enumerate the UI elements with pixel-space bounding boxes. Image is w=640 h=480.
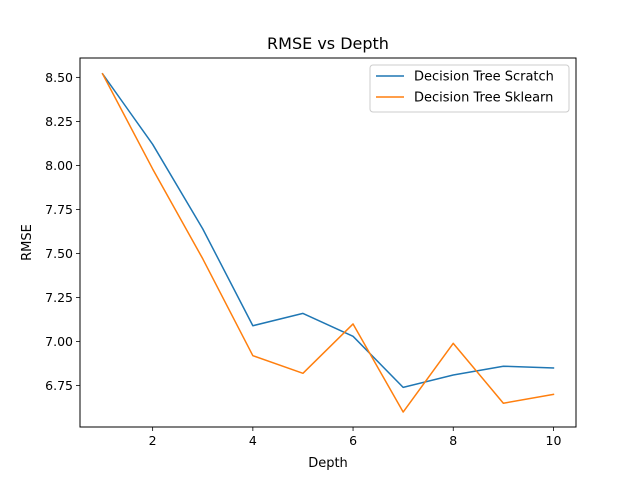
series-line-decision-tree-scratch xyxy=(101,72,555,389)
legend-box xyxy=(369,64,570,113)
legend-label-decision-tree-sklearn: Decision Tree Sklearn xyxy=(414,91,553,106)
chart-title: RMSE vs Depth xyxy=(267,34,389,53)
plot-area: 2 4 6 8 10 6.75 7.00 7.25 7.50 7.75 8.00 8.25 8.50 xyxy=(45,57,577,448)
x-tick-label: 2 xyxy=(149,433,157,448)
series-layer xyxy=(101,72,555,413)
y-axis-label: RMSE xyxy=(20,224,35,261)
legend-label-decision-tree-scratch: Decision Tree Scratch xyxy=(414,70,554,85)
axes-frame xyxy=(79,57,577,428)
x-tick-label: 10 xyxy=(546,433,562,448)
y-tick-label: 8.50 xyxy=(45,70,73,85)
legend: Decision Tree Scratch Decision Tree Skle… xyxy=(369,64,570,113)
y-tick-label: 6.75 xyxy=(45,378,73,393)
y-tick-label: 8.25 xyxy=(45,114,73,129)
series-line-decision-tree-sklearn xyxy=(101,72,555,413)
y-tick-label: 7.00 xyxy=(45,334,73,349)
x-tick-label: 6 xyxy=(349,433,357,448)
y-axis: 6.75 7.00 7.25 7.50 7.75 8.00 8.25 8.50 xyxy=(45,70,80,393)
y-tick-label: 7.25 xyxy=(45,290,73,305)
x-tick-label: 8 xyxy=(449,433,457,448)
y-tick-label: 8.00 xyxy=(45,158,73,173)
x-tick-label: 4 xyxy=(249,433,257,448)
y-tick-label: 7.50 xyxy=(45,246,73,261)
x-axis: 2 4 6 8 10 xyxy=(149,427,562,448)
y-tick-label: 7.75 xyxy=(45,202,73,217)
x-axis-label: Depth xyxy=(308,456,348,471)
